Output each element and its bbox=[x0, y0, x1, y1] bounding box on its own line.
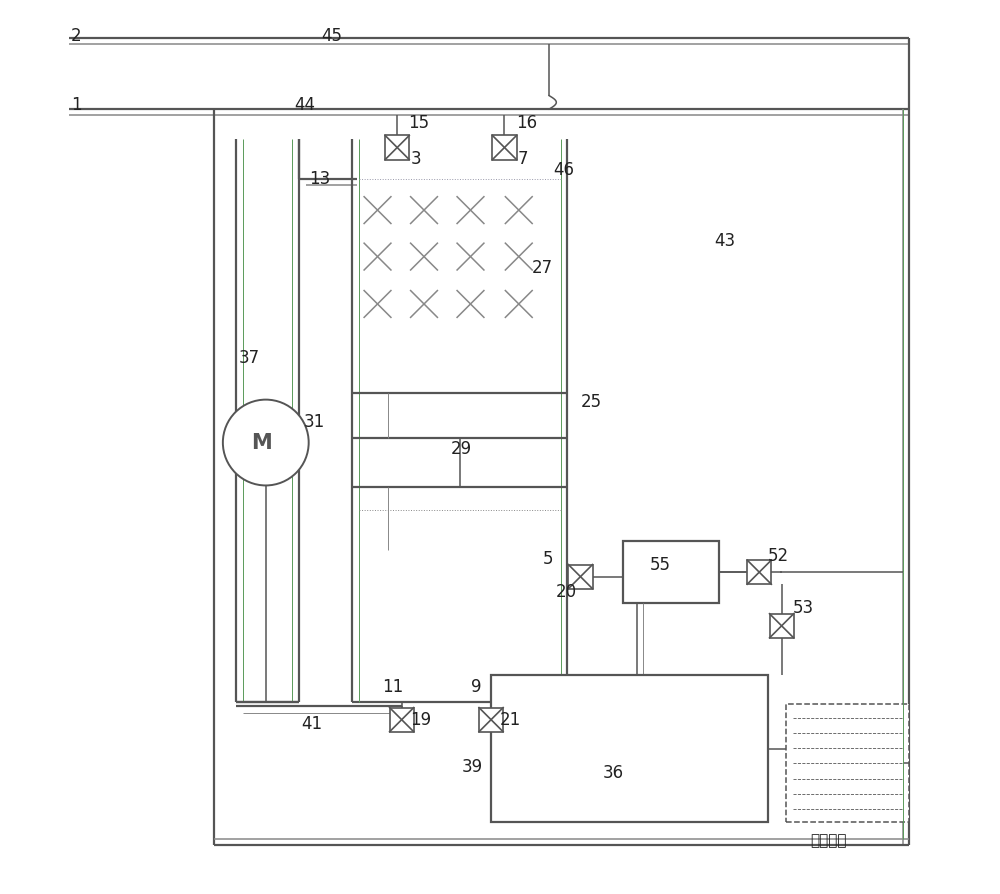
Bar bbox=[491, 675, 768, 822]
Text: 25: 25 bbox=[580, 393, 602, 411]
Text: 36: 36 bbox=[603, 764, 624, 782]
Bar bbox=[623, 541, 719, 603]
Text: 43: 43 bbox=[715, 232, 736, 250]
Bar bbox=[492, 135, 517, 159]
Text: 3: 3 bbox=[411, 150, 421, 168]
Text: 39: 39 bbox=[462, 758, 483, 776]
Text: 9: 9 bbox=[471, 678, 482, 696]
Text: 21: 21 bbox=[500, 711, 521, 729]
Text: 19: 19 bbox=[411, 711, 432, 729]
Text: 16: 16 bbox=[516, 114, 537, 132]
Text: 15: 15 bbox=[408, 114, 429, 132]
Bar bbox=[786, 704, 909, 822]
Text: 7: 7 bbox=[518, 150, 528, 168]
Text: M: M bbox=[251, 433, 272, 452]
Text: 13: 13 bbox=[309, 170, 330, 188]
Text: 27: 27 bbox=[531, 259, 552, 277]
Text: 29: 29 bbox=[451, 440, 472, 458]
Text: 31: 31 bbox=[303, 413, 325, 431]
Text: 44: 44 bbox=[294, 97, 315, 114]
Text: 20: 20 bbox=[555, 583, 577, 601]
Bar bbox=[770, 613, 794, 638]
Text: 外部水源: 外部水源 bbox=[810, 833, 847, 848]
Text: 11: 11 bbox=[382, 678, 403, 696]
Text: 55: 55 bbox=[650, 556, 671, 574]
Bar bbox=[747, 560, 771, 585]
Text: 45: 45 bbox=[321, 27, 342, 45]
Bar bbox=[385, 135, 409, 159]
Text: 37: 37 bbox=[239, 349, 260, 367]
Text: 2: 2 bbox=[71, 27, 82, 45]
Text: 52: 52 bbox=[768, 547, 789, 565]
Bar bbox=[390, 708, 414, 731]
Text: 5: 5 bbox=[543, 550, 553, 568]
Bar bbox=[479, 708, 503, 731]
Text: 41: 41 bbox=[302, 715, 323, 733]
Text: 46: 46 bbox=[554, 161, 575, 179]
Bar bbox=[568, 565, 593, 589]
Text: 1: 1 bbox=[71, 97, 82, 114]
Text: 53: 53 bbox=[793, 599, 814, 617]
Circle shape bbox=[223, 400, 309, 485]
